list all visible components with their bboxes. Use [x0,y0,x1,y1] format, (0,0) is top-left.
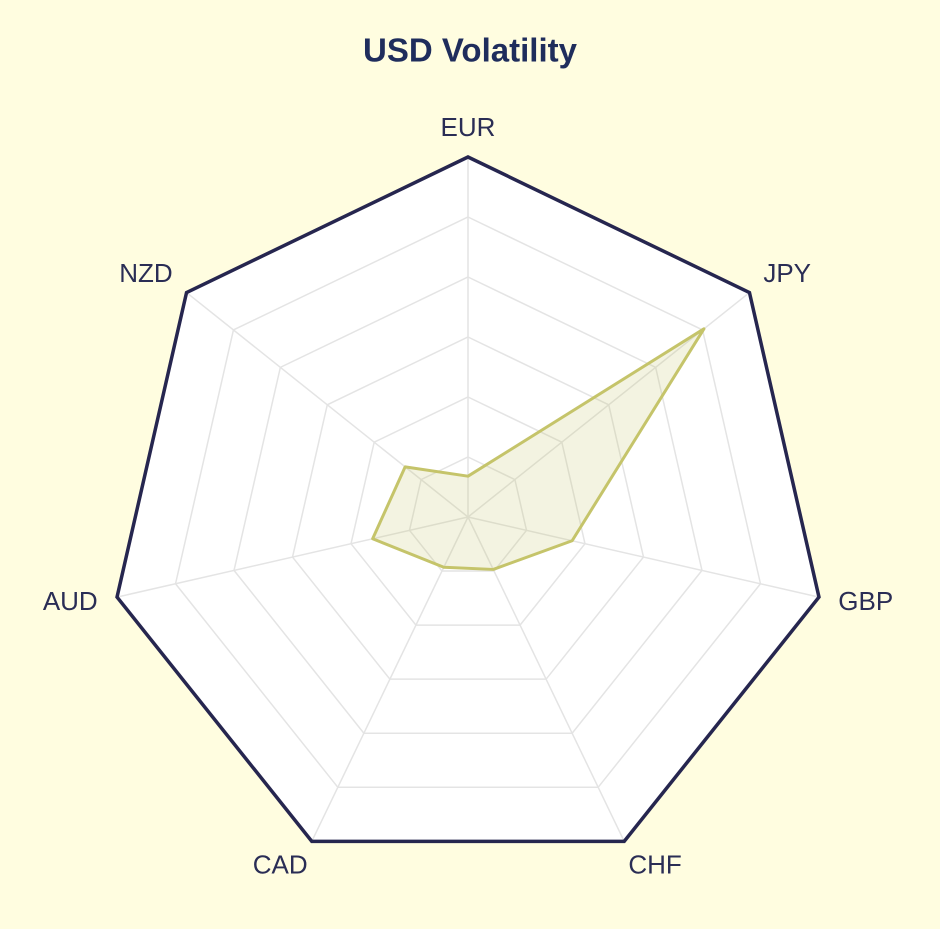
radar-area [371,327,706,571]
spoke [116,516,469,598]
grid-ring [291,336,645,680]
axis-label: NZD [119,258,172,288]
chart-title: USD Volatility [363,32,578,69]
grid-ring [233,276,703,734]
spoke [467,516,820,598]
grid-ring [174,216,762,789]
axis-label: GBP [838,586,893,616]
grid-ring [408,456,528,572]
spoke [467,516,625,842]
axis-label: JPY [763,258,811,288]
grid-ring [350,396,586,626]
spoke [311,516,469,842]
outer-ring [115,155,821,844]
axis-label: AUD [43,586,98,616]
axis-label: EUR [441,112,496,142]
axis-label: CHF [628,849,681,879]
spoke [186,291,469,518]
axis-label: CAD [253,849,308,879]
